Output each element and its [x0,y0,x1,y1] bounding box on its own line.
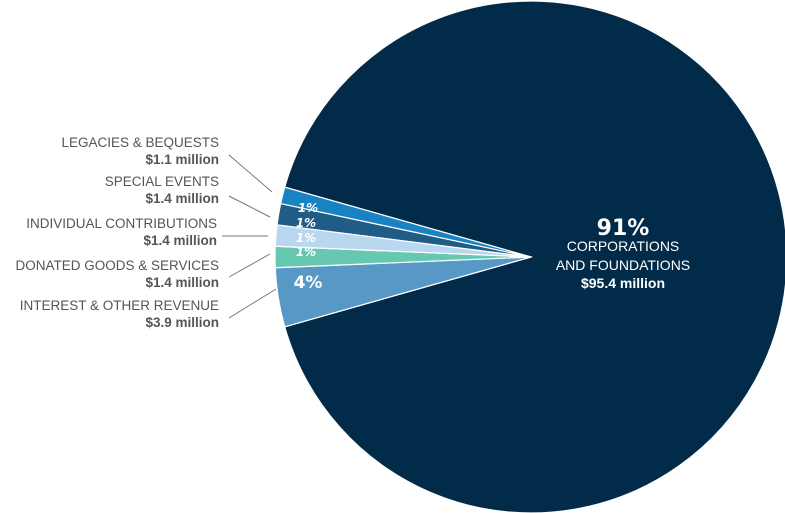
interest-revenue-value: $3.9 million [145,315,219,330]
legacies-label: LEGACIES & BEQUESTS [61,135,219,150]
leader-line-interest-revenue [228,288,277,319]
pie-slices [274,0,785,513]
slice-percent-label: 91% [597,216,650,241]
interest-revenue-label: INTEREST & OTHER REVENUE [20,298,219,313]
leader-lines [222,154,277,319]
small-slice-percents: 4% 1% 1% 1% 1% [294,201,323,293]
special-events-value: $1.4 million [145,191,219,206]
slice-percent-label: 4% [294,273,323,293]
slice-name-line-1: CORPORATIONS [567,238,680,254]
slice-percent-label: 1% [296,245,316,259]
individual-contributions-value: $1.4 million [143,233,217,248]
legacies-value: $1.1 million [145,152,219,167]
donated-goods-value: $1.4 million [145,275,219,290]
main-slice-label: 91% CORPORATIONS AND FOUNDATIONS $95.4 m… [556,216,690,291]
pie-slice-legacies-bequests [279,186,532,258]
donated-goods-label: DONATED GOODS & SERVICES [15,258,219,273]
outside-labels: LEGACIES & BEQUESTS $1.1 million SPECIAL… [15,135,219,330]
slice-percent-label: 1% [296,216,316,230]
slice-value-label: $95.4 million [581,275,665,291]
slice-percent-label: 1% [296,231,316,245]
leader-line-legacies [228,154,273,193]
slice-percent-label: 1% [298,201,318,215]
slice-name-line-2: AND FOUNDATIONS [556,257,690,273]
pie-slice-corporations-foundations [283,0,785,513]
leader-line-special-events [228,195,271,218]
leader-line-donated-goods [228,253,271,278]
individual-contributions-label: INDIVIDUAL CONTRIBUTIONS [26,216,217,231]
special-events-label: SPECIAL EVENTS [105,174,219,189]
